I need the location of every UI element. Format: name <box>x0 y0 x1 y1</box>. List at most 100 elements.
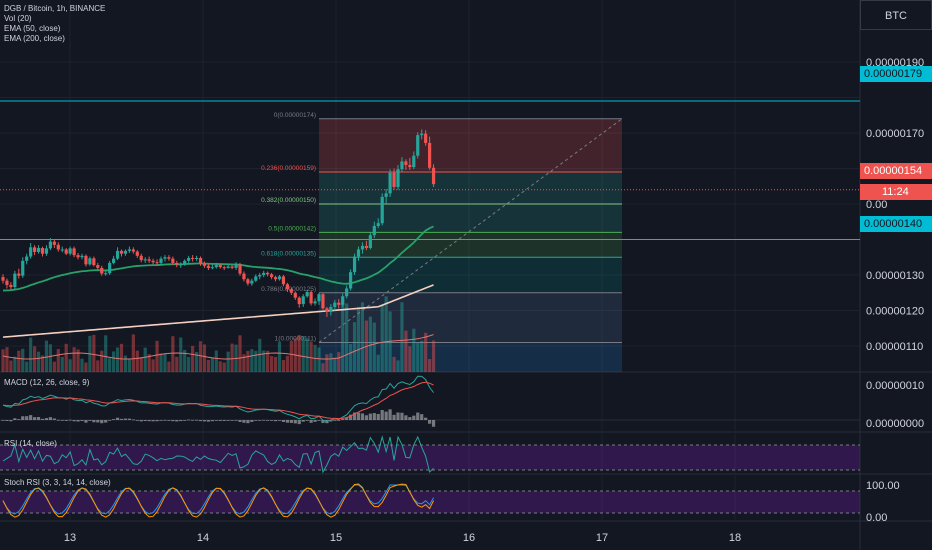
candle-body <box>64 249 68 254</box>
candle-body <box>337 302 341 305</box>
candle-body <box>262 272 266 275</box>
macd-histogram-bar <box>80 420 84 422</box>
macd-label[interactable]: MACD (12, 26, close, 9) <box>4 378 90 387</box>
volume-bar <box>218 361 222 372</box>
volume-bar <box>5 347 9 372</box>
macd-histogram-bar <box>384 411 388 420</box>
candle-body <box>230 266 234 268</box>
macd-histogram-bar <box>400 412 404 420</box>
volume-bar <box>408 346 412 372</box>
volume-bar <box>100 350 104 372</box>
macd-histogram-bar <box>100 420 104 424</box>
macd-histogram-bar <box>424 417 428 420</box>
fib-zone <box>319 292 622 343</box>
candle-body <box>234 264 238 268</box>
macd-histogram-bar <box>104 420 108 423</box>
volume-bar <box>194 351 199 372</box>
candle-body <box>333 302 337 307</box>
volume-bar <box>321 363 325 372</box>
macd-histogram-bar <box>285 420 289 423</box>
price-axis-label: 0.00000110 <box>866 341 923 353</box>
candle-body <box>139 255 143 261</box>
macd-histogram-bar <box>33 417 37 420</box>
candle-body <box>194 257 199 259</box>
macd-histogram-bar <box>1 420 5 421</box>
candle-body <box>238 264 242 274</box>
volume-bar <box>384 296 388 372</box>
candle-body <box>210 267 214 269</box>
volume-bar <box>68 359 72 372</box>
candle-body <box>281 276 286 285</box>
candle-body <box>96 265 100 268</box>
macd-axis-label: 0.00000000 <box>866 418 924 430</box>
macd-histogram-bar <box>163 419 167 421</box>
time-axis-label: 18 <box>729 532 741 544</box>
fib-level-label: 0.618(0.00000135) <box>261 250 316 257</box>
candle-body <box>17 273 21 276</box>
stoch-axis-label: 0.00 <box>866 512 887 524</box>
rsi-label[interactable]: RSI (14, close) <box>4 439 57 448</box>
macd-histogram-bar <box>364 415 368 420</box>
candle-body <box>376 223 380 227</box>
volume-bar <box>376 354 380 372</box>
currency-button[interactable]: BTC <box>860 0 932 30</box>
macd-histogram-bar <box>293 420 297 424</box>
candle-body <box>68 248 72 254</box>
candle-body <box>384 193 388 197</box>
volume-bar <box>352 322 357 372</box>
volume-bar <box>127 358 131 372</box>
volume-bar <box>112 351 116 372</box>
volume-bar <box>242 354 246 372</box>
candle-body <box>349 272 353 289</box>
macd-histogram-bar <box>112 419 116 420</box>
volume-bar <box>360 302 365 372</box>
candle-body <box>155 262 159 264</box>
candle-body <box>40 248 45 254</box>
volume-bar <box>424 332 428 372</box>
fib-zone <box>319 172 622 204</box>
macd-histogram-bar <box>238 420 242 422</box>
stoch-rsi-label[interactable]: Stoch RSI (3, 3, 14, 14, close) <box>4 478 111 487</box>
volume-bar <box>17 350 21 372</box>
candle-body <box>202 263 207 266</box>
symbol-legend[interactable]: DGB / Bitcoin, 1h, BINANCE Vol (20) EMA … <box>4 4 105 44</box>
candle-body <box>424 133 428 143</box>
macd-histogram-bar <box>175 420 179 422</box>
macd-histogram-bar <box>135 420 139 421</box>
macd-histogram-bar <box>250 420 254 422</box>
macd-histogram-bar <box>258 420 262 421</box>
time-axis-label: 17 <box>596 532 608 544</box>
volume-bar <box>64 343 68 372</box>
candle-body <box>372 226 376 236</box>
macd-histogram-bar <box>289 420 293 423</box>
macd-histogram-bar <box>36 416 41 420</box>
volume-bar <box>431 340 436 372</box>
macd-histogram-bar <box>60 419 64 421</box>
volume-bar <box>337 352 341 372</box>
fib-level-label: 0.5(0.00000142) <box>268 225 316 232</box>
macd-histogram-bar <box>108 419 112 421</box>
macd-histogram-bar <box>29 415 33 420</box>
stoch-axis-label: 100.00 <box>866 480 900 492</box>
macd-histogram-bar <box>317 420 321 421</box>
candle-body <box>364 245 368 249</box>
macd-histogram-bar <box>198 420 203 422</box>
volume-bar <box>416 342 420 372</box>
volume-bar <box>341 302 345 372</box>
candle-body <box>135 251 139 256</box>
candle-body <box>198 257 203 264</box>
candle-body <box>392 172 396 187</box>
candle-body <box>345 288 349 297</box>
volume-bar <box>159 353 163 372</box>
fib-zone <box>319 118 622 173</box>
candle-body <box>56 244 60 250</box>
time-axis-label: 14 <box>197 532 209 544</box>
candle-body <box>301 296 305 305</box>
macd-histogram-bar <box>412 415 416 420</box>
volume-bar <box>48 344 52 372</box>
candle-body <box>167 257 171 259</box>
fib-level-label: 0.236(0.00000159) <box>261 165 316 172</box>
volume-bar <box>179 337 183 372</box>
volume-bar <box>345 303 349 372</box>
